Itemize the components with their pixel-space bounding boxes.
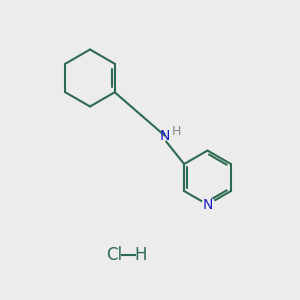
Text: H: H (171, 124, 181, 137)
Text: N: N (202, 197, 213, 212)
Text: H: H (135, 246, 147, 264)
Text: N: N (159, 128, 170, 142)
Text: Cl: Cl (106, 246, 122, 264)
